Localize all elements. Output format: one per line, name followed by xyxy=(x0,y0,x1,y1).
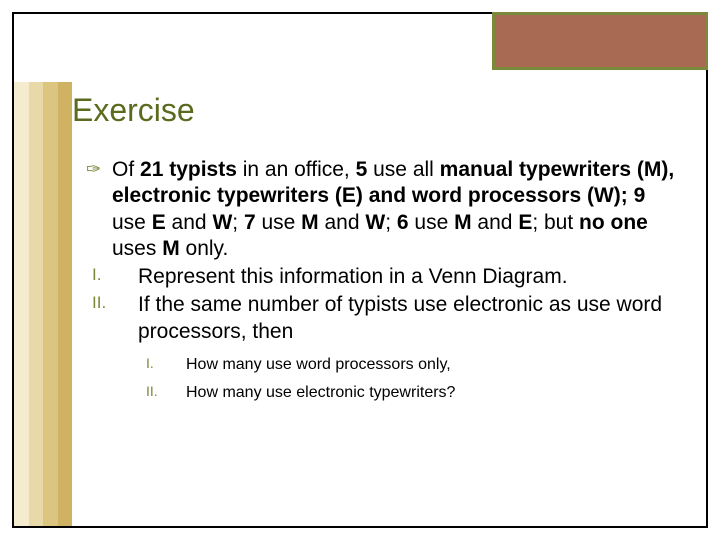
stripe-1 xyxy=(14,82,29,526)
list-item-1: I. Represent this information in a Venn … xyxy=(86,264,682,290)
corner-decoration xyxy=(492,12,708,70)
item-1-text: Represent this information in a Venn Dia… xyxy=(138,265,568,288)
stripe-4 xyxy=(58,82,73,526)
roman-label-1: I. xyxy=(92,264,101,285)
stripe-2 xyxy=(29,82,44,526)
sub-label-1: I. xyxy=(146,353,154,374)
sub-item-2-text: How many use electronic typewriters? xyxy=(186,384,455,401)
sub-label-2: II. xyxy=(146,381,158,402)
sub-item-1: I. How many use word processors only, xyxy=(146,353,682,377)
intro-paragraph: ✑ Of 21 typists in an office, 5 use all … xyxy=(86,157,682,262)
content-area: Exercise ✑ Of 21 typists in an office, 5… xyxy=(72,92,682,409)
roman-label-2: II. xyxy=(92,292,106,313)
main-list: ✑ Of 21 typists in an office, 5 use all … xyxy=(72,157,682,345)
slide-frame: Exercise ✑ Of 21 typists in an office, 5… xyxy=(12,12,708,528)
list-item-2: II. If the same number of typists use el… xyxy=(86,292,682,345)
sub-list: I. How many use word processors only, II… xyxy=(72,353,682,405)
left-stripe-decoration xyxy=(14,82,72,526)
bullet-swoosh-icon: ✑ xyxy=(86,161,106,177)
slide-title: Exercise xyxy=(72,92,682,129)
sub-item-2: II. How many use electronic typewriters? xyxy=(146,381,682,405)
stripe-3 xyxy=(43,82,58,526)
item-2-text: If the same number of typists use electr… xyxy=(138,293,662,342)
intro-text: Of 21 typists in an office, 5 use all ma… xyxy=(112,158,674,260)
sub-item-1-text: How many use word processors only, xyxy=(186,356,451,373)
